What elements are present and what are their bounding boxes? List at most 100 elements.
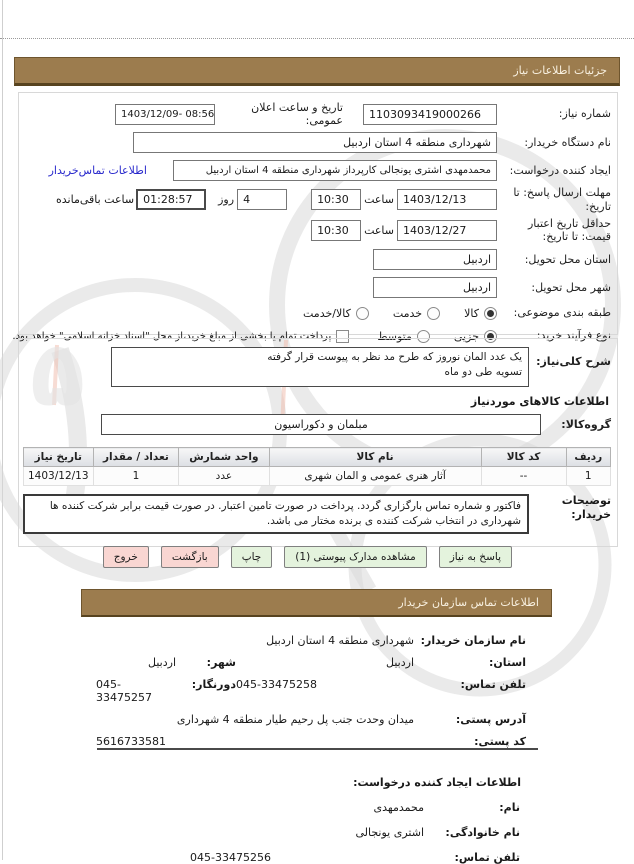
- exit-button[interactable]: خروج: [102, 546, 149, 568]
- radio-goods-label: کالا: [464, 306, 479, 320]
- radio-service[interactable]: [427, 306, 441, 320]
- need-details-panel: شماره نیاز: 1103093419000266 تاریخ و ساع…: [12, 92, 618, 343]
- action-buttons: پاسخ به نیاز مشاهده مدارک پیوستی (1) چاپ…: [102, 546, 512, 568]
- goods-panel: شرح کلی‌نیاز: یک عدد المان نوروز که طرح …: [18, 338, 618, 547]
- top-dotted-divider: [0, 38, 634, 39]
- deadline-hour-field[interactable]: 10:30: [311, 189, 362, 211]
- org-postal-label: کد پستی:: [474, 735, 526, 748]
- radio-service-label: خدمت: [392, 306, 423, 320]
- buyer-notes-label: توضیحات خریدار:: [561, 494, 611, 522]
- col-unit: واحد شمارش: [178, 447, 270, 467]
- details-section-header: جزئیات اطلاعات نیاز: [14, 57, 620, 86]
- org-postal-value: 5616733581: [96, 735, 166, 748]
- attachments-button[interactable]: مشاهده مدارک پیوستی (1): [284, 546, 427, 568]
- cell-row-number: 1: [565, 466, 612, 486]
- deadline-row: مهلت ارسال پاسخ: تا تاریخ: 1403/12/13 سا…: [23, 186, 611, 214]
- buyer-notes-row: توضیحات خریدار: فاکتور و شماره تماس بارگ…: [23, 494, 611, 535]
- deadline-label: مهلت ارسال پاسخ: تا تاریخ:: [513, 186, 611, 213]
- delivery-province-row: استان محل تحویل: اردبیل: [23, 247, 611, 272]
- classification-label: طبقه بندی موضوعی:: [513, 306, 611, 320]
- radio-goods-service[interactable]: [355, 306, 369, 320]
- deadline-days-label: روز: [218, 193, 235, 207]
- announce-datetime-field[interactable]: 1403/12/09- 08:56: [115, 103, 215, 125]
- org-name-value: شهرداری منطقه 4 استان اردبیل: [266, 634, 414, 647]
- creator-first-name-label: نام:: [499, 801, 520, 814]
- buyer-notes-box[interactable]: فاکتور و شماره تماس بارگزاری گردد. پرداخ…: [23, 494, 529, 535]
- deadline-hour-label: ساعت: [364, 193, 394, 207]
- respond-button[interactable]: پاسخ به نیاز: [438, 546, 512, 568]
- org-fax-value: 045-33475257: [96, 678, 152, 704]
- org-contact-section-title: اطلاعات تماس سازمان خریدار: [398, 596, 539, 609]
- need-description-label: شرح کلی‌نیاز:: [536, 355, 611, 368]
- print-button[interactable]: چاپ: [230, 546, 273, 568]
- cell-item-name: آثار هنری عمومی و المان شهری: [268, 466, 482, 486]
- remaining-time-label: ساعت باقی‌مانده: [56, 193, 135, 207]
- creator-phone-value: 045-33475256: [190, 851, 271, 864]
- org-contact-details: نام سازمان خریدار: شهرداری منطقه 4 استان…: [96, 634, 526, 748]
- goods-group-field[interactable]: مبلمان و دکوراسیون: [101, 414, 541, 435]
- col-row-number: ردیف: [565, 447, 612, 467]
- col-need-date: تاریخ نیاز: [23, 447, 94, 467]
- org-city-label: شهر:: [206, 656, 236, 669]
- org-fax-label: دورنگار:: [191, 678, 236, 691]
- org-city-value: اردبیل: [148, 656, 176, 669]
- classification-row: طبقه بندی موضوعی: کالا خدمت کالا/خدمت: [23, 303, 611, 323]
- col-item-name: نام کالا: [268, 447, 482, 467]
- col-quantity: تعداد / مقدار: [92, 447, 180, 467]
- radio-goods[interactable]: [484, 306, 497, 320]
- announce-datetime-label: تاریخ و ساعت اعلان عمومی:: [251, 101, 343, 127]
- details-section-title: جزئیات اطلاعات نیاز: [513, 64, 607, 77]
- validity-date-field[interactable]: 1403/12/27: [397, 219, 497, 241]
- validity-hour-label: ساعت: [364, 223, 394, 237]
- goods-table: ردیف کد کالا نام کالا واحد شمارش تعداد /…: [23, 447, 612, 486]
- separator-line: [97, 748, 538, 750]
- need-number-row: شماره نیاز: 1103093419000266 تاریخ و ساع…: [23, 101, 611, 127]
- org-address-value: میدان وحدت جنب پل رحیم طیار منطقه 4 شهرد…: [176, 713, 414, 726]
- remaining-time-field[interactable]: 01:28:57: [136, 189, 207, 211]
- back-button[interactable]: بازگشت: [160, 546, 219, 568]
- buyer-org-field[interactable]: شهرداری منطقه 4 استان اردبیل: [133, 132, 497, 153]
- goods-table-row: 1 -- آثار هنری عمومی و المان شهری عدد 1 …: [23, 466, 612, 486]
- creator-first-name-value: محمدمهدی: [373, 801, 424, 814]
- deadline-days-field[interactable]: 4: [237, 189, 288, 211]
- org-name-label: نام سازمان خریدار:: [420, 634, 526, 647]
- org-address-label: آدرس پستی:: [455, 713, 526, 726]
- price-validity-label: حداقل تاریخ اعتبار قیمت: تا تاریخ:: [527, 216, 611, 244]
- goods-table-header-row: ردیف کد کالا نام کالا واحد شمارش تعداد /…: [23, 447, 612, 467]
- creator-last-name-label: نام خانوادگی:: [445, 826, 520, 839]
- cell-quantity: 1: [92, 466, 180, 486]
- need-description-row: شرح کلی‌نیاز: یک عدد المان نوروز که طرح …: [23, 347, 611, 387]
- goods-info-heading: اطلاعات کالاهای موردنیاز: [470, 395, 609, 408]
- org-province-label: استان:: [489, 656, 526, 669]
- window-left-edge: [2, 0, 3, 860]
- org-contact-section-header: اطلاعات تماس سازمان خریدار: [81, 589, 552, 617]
- price-validity-row: حداقل تاریخ اعتبار قیمت: تا تاریخ: 1403/…: [23, 217, 611, 245]
- deadline-date-field[interactable]: 1403/12/13: [397, 189, 497, 211]
- creator-row: ایجاد کننده درخواست: محمدمهدی اشتری یونج…: [23, 158, 611, 183]
- creator-last-name-value: اشتری یونجالی: [355, 826, 424, 839]
- cell-unit: عدد: [178, 466, 270, 486]
- org-phone-value: 045-33475258: [236, 678, 317, 691]
- creator-phone-label: تلفن تماس:: [454, 851, 520, 864]
- need-number-field[interactable]: 1103093419000266: [363, 103, 497, 125]
- delivery-city-row: شهر محل تحویل: اردبیل: [23, 275, 611, 300]
- validity-hour-field[interactable]: 10:30: [311, 219, 362, 241]
- delivery-city-label: شهر محل تحویل:: [531, 280, 611, 294]
- creator-field[interactable]: محمدمهدی اشتری یونجالی کارپرداز شهرداری …: [173, 160, 497, 181]
- buyer-contact-link[interactable]: اطلاعات تماس‌خریدار: [48, 164, 147, 177]
- goods-group-label: گروه‌کالا:: [561, 417, 611, 431]
- org-phone-label: تلفن تماس:: [460, 678, 526, 691]
- need-description-line1: یک عدد المان نوروز که طرح مد نظر به پیوس…: [267, 351, 522, 363]
- delivery-province-label: استان محل تحویل:: [524, 252, 611, 266]
- delivery-city-field[interactable]: اردبیل: [373, 277, 497, 298]
- cell-item-code: --: [480, 466, 567, 486]
- buyer-org-row: نام دستگاه خریدار: شهرداری منطقه 4 استان…: [23, 130, 611, 155]
- creator-contact-details: نام: محمدمهدی نام خانوادگی: اشتری یونجال…: [190, 801, 520, 864]
- need-description-line2: تسویه طی دو ماه: [444, 365, 522, 378]
- delivery-province-field[interactable]: اردبیل: [373, 249, 497, 270]
- need-number-label: شماره نیاز:: [558, 107, 611, 121]
- cell-need-date: 1403/12/13: [23, 466, 94, 486]
- col-item-code: کد کالا: [480, 447, 567, 467]
- need-description-box[interactable]: یک عدد المان نوروز که طرح مد نظر به پیوس…: [111, 347, 529, 387]
- creator-label: ایجاد کننده درخواست:: [509, 163, 611, 177]
